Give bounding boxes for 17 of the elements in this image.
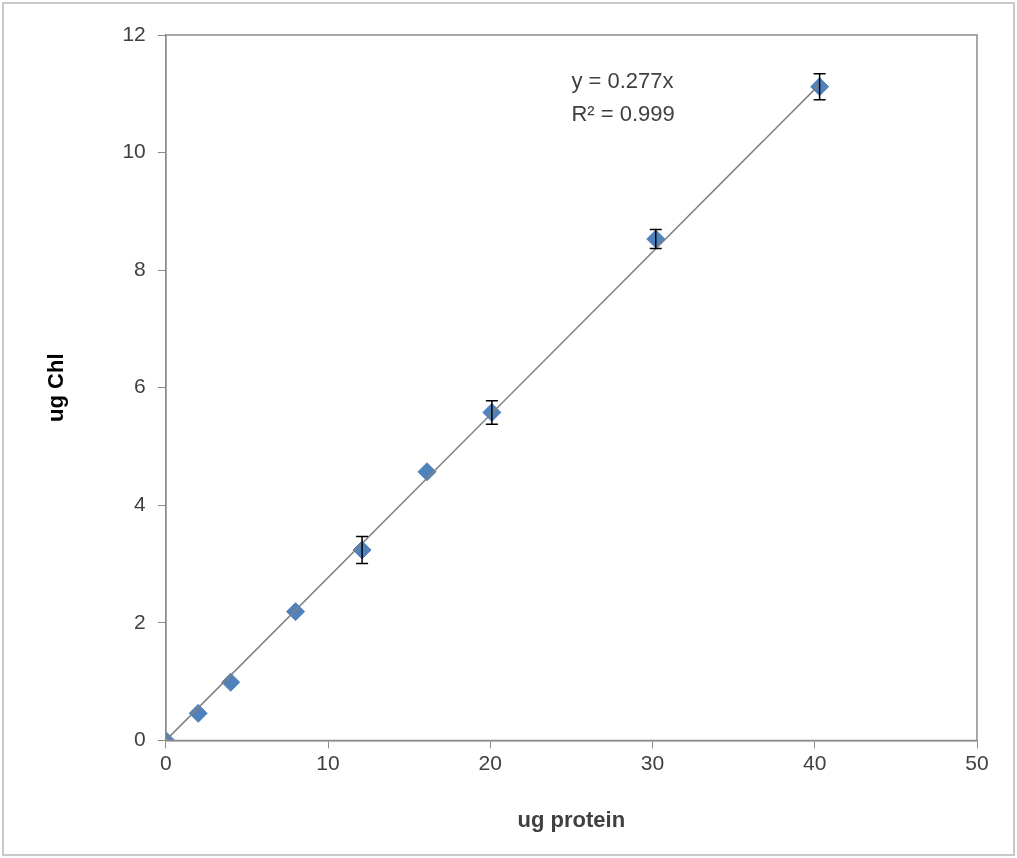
x-axis-title: ug protein [517,806,626,832]
y-tick-label: 8 [134,256,146,280]
x-tick-label: 40 [803,750,827,774]
x-tick-label: 10 [316,750,340,774]
y-tick-label: 6 [134,374,146,398]
x-tick-label: 20 [478,750,502,774]
y-tick-label: 10 [122,139,146,163]
y-tick-label: 0 [134,727,146,751]
x-tick-label: 0 [159,750,172,774]
y-tick-label: 12 [122,21,146,45]
y-tick-label: 2 [134,609,146,633]
x-tick-label: 50 [965,750,989,774]
annotation: R² = 0.999 [571,101,675,126]
x-tick-label: 30 [640,750,665,774]
y-axis-title: ug Chl [43,353,69,422]
annotation: y = 0.277x [571,68,674,93]
y-tick-label: 4 [134,492,147,516]
